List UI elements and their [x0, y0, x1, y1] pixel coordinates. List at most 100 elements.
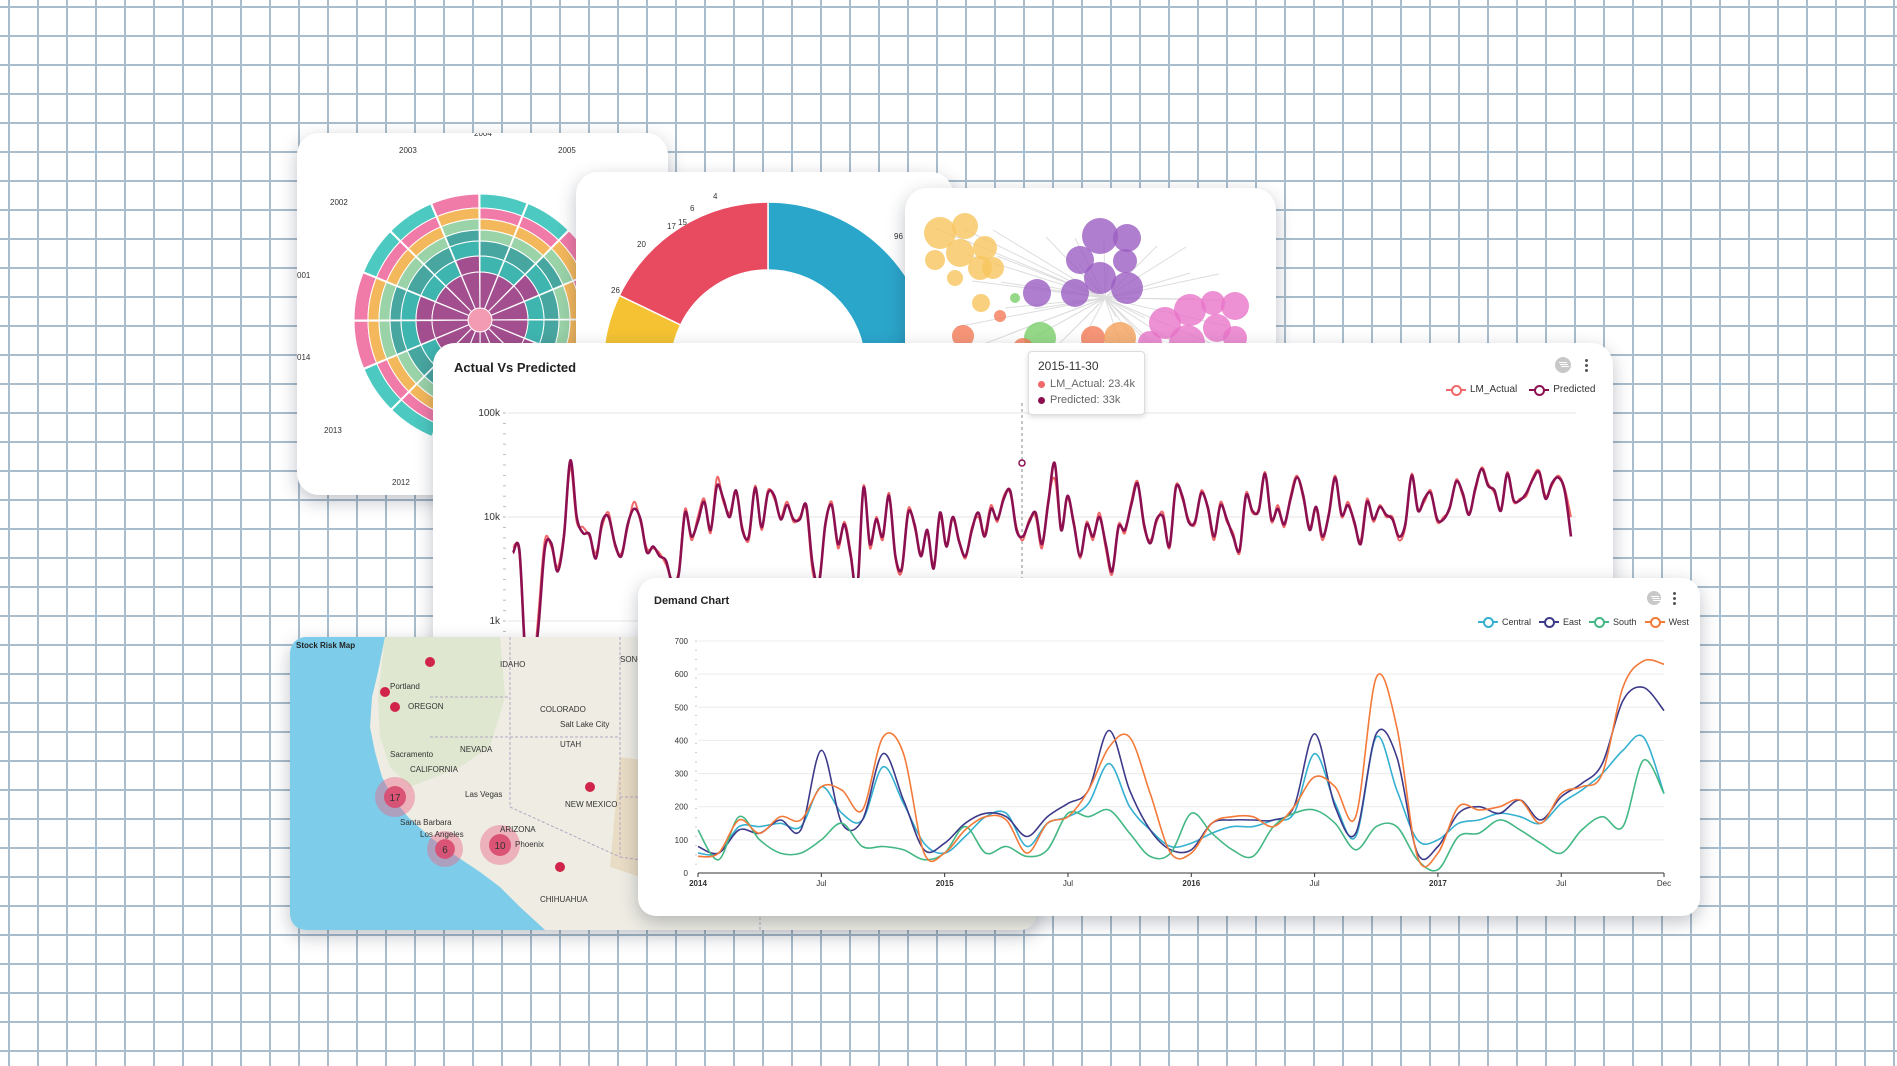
map-place-label: Las Vegas	[465, 790, 502, 799]
demand-plot: 0 100 200 300 400 500 600 700 2014 Jul 2015 Jul 2016…	[675, 637, 1671, 888]
map-place-label: OREGON	[408, 702, 444, 711]
filter-icon[interactable]	[1555, 357, 1571, 373]
y-tick-label: 100k	[478, 408, 501, 419]
x-tick-label: Jul	[1309, 879, 1319, 888]
polar-year-label: 2004	[474, 133, 492, 138]
polar-year-label: 001	[297, 271, 311, 280]
legend: Central East South West	[1478, 617, 1689, 628]
legend: LM_Actual Predicted	[1446, 384, 1596, 396]
bubble	[1111, 272, 1143, 304]
link-line	[1066, 297, 1106, 337]
donut-slice-label: 20	[637, 240, 646, 249]
map-place-label: NEW MEXICO	[565, 800, 617, 809]
bubble	[1010, 293, 1020, 303]
map-place-label: SONORA	[620, 655, 655, 664]
polar-year-label: 2002	[330, 198, 348, 207]
legend-label: Central	[1502, 617, 1532, 627]
map-place-label: COLORADO	[540, 705, 586, 714]
legend-item-south[interactable]: South	[1589, 617, 1637, 628]
legend-item-west[interactable]: West	[1644, 617, 1689, 628]
chart-tooltip: 2015-11-30 LM_Actual: 23.4k Predicted: 3…	[1028, 351, 1145, 415]
map-place-label: NEVADA	[460, 745, 493, 754]
bubble	[973, 236, 997, 260]
bubble	[1023, 279, 1051, 307]
hover-point	[1018, 459, 1026, 467]
legend-marker-icon	[1478, 617, 1498, 628]
legend-marker-icon	[1644, 617, 1665, 628]
series-line-east	[697, 686, 1665, 861]
donut-slice-label: 4	[713, 192, 718, 201]
x-tick-label: 2015	[936, 879, 954, 888]
legend-marker-icon	[1529, 384, 1550, 396]
location-pin	[555, 862, 565, 872]
x-tick-label: Jul	[1556, 879, 1566, 888]
demand-chart-card: 0 100 200 300 400 500 600 700 2014 Jul 2015 Jul 2016…	[638, 578, 1700, 916]
bubble	[1113, 249, 1137, 273]
y-tick-label: 300	[675, 770, 689, 779]
bubble	[952, 325, 974, 347]
legend-label: West	[1668, 617, 1689, 627]
y-tick-label: 400	[675, 736, 689, 745]
state-border	[509, 806, 621, 858]
cluster-marker	[384, 786, 406, 808]
tooltip-date: 2015-11-30	[1038, 359, 1099, 373]
polar-year-label: 2003	[399, 146, 417, 155]
bubble	[947, 270, 963, 286]
polar-year-label: 2013	[324, 426, 342, 435]
tooltip-actual-label: LM_Actual: 23.4k	[1050, 378, 1135, 390]
polar-center	[467, 307, 493, 333]
more-options-icon[interactable]	[1585, 359, 1589, 373]
tooltip-row-actual: LM_Actual: 23.4k	[1038, 376, 1135, 392]
location-pin	[380, 687, 390, 697]
series-line-west	[697, 658, 1665, 868]
y-tick-label: 500	[675, 703, 689, 712]
card-title: Demand Chart	[654, 595, 730, 607]
bubble	[924, 217, 956, 249]
cluster-marker	[489, 834, 511, 856]
bubble	[994, 310, 1006, 322]
legend-item-lm-actual[interactable]: LM_Actual	[1446, 384, 1517, 396]
map-title: Stock Risk Map	[296, 641, 356, 650]
x-tick-label: Jul	[1063, 879, 1073, 888]
forest	[378, 637, 505, 787]
card-title: Actual Vs Predicted	[454, 360, 577, 375]
filter-icon[interactable]	[1647, 591, 1661, 605]
x-tick-label: Dec	[1657, 879, 1671, 888]
link-line	[1104, 297, 1146, 319]
legend-marker-icon	[1539, 617, 1560, 628]
bubble	[1221, 292, 1249, 320]
bubble	[1061, 279, 1089, 307]
map-place-label: IDAHO	[500, 660, 525, 669]
bubble	[946, 239, 974, 267]
bubble	[972, 294, 990, 312]
location-pin	[585, 782, 595, 792]
x-tick-label: 2016	[1182, 879, 1200, 888]
bubble	[982, 257, 1004, 279]
legend-marker-icon	[1446, 384, 1466, 396]
map-place-label: Los Angeles	[420, 830, 464, 839]
map-place-label: UTAH	[560, 740, 581, 749]
dot-icon	[1038, 380, 1045, 388]
donut-slice	[767, 201, 934, 382]
map-place-label: Salt Lake City	[560, 720, 609, 729]
link-line	[1004, 297, 1106, 309]
map-place-label: Santa Barbara	[400, 818, 452, 827]
map-place-label: Sacramento	[390, 750, 434, 759]
donut-slice-label: 6	[690, 204, 695, 213]
cluster-count: 6	[442, 845, 448, 856]
legend-item-predicted[interactable]: Predicted	[1529, 384, 1596, 396]
more-options-icon[interactable]	[1673, 592, 1677, 606]
cluster-marker	[435, 839, 455, 859]
donut-slice	[618, 201, 769, 326]
y-tick-label: 1k	[489, 616, 501, 627]
bubble	[1113, 224, 1141, 252]
polar-year-label: 014	[297, 353, 311, 362]
legend-item-east[interactable]: East	[1539, 617, 1581, 628]
x-tick-label: Jul	[816, 879, 826, 888]
y-tick-label: 0	[684, 869, 689, 878]
legend-item-central[interactable]: Central	[1478, 617, 1532, 628]
tooltip-row-predicted: Predicted: 33k	[1038, 392, 1135, 408]
legend-label: South	[1613, 617, 1637, 627]
polar-year-label: 2005	[558, 146, 576, 155]
donut-slice-label: 17	[667, 222, 676, 231]
